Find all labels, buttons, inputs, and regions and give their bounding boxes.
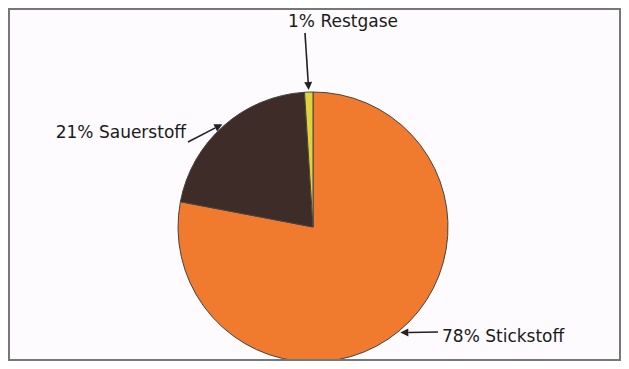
svg-text:78% Stickstoff: 78% Stickstoff	[442, 326, 565, 346]
svg-text:1% Restgase: 1% Restgase	[288, 11, 398, 31]
svg-text:21% Sauerstoff: 21% Sauerstoff	[56, 122, 188, 142]
